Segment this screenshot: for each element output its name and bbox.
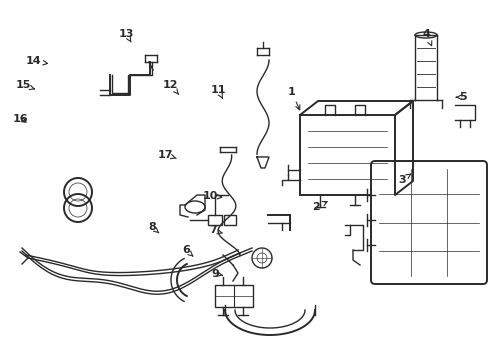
- Text: 15: 15: [16, 80, 34, 90]
- Text: 16: 16: [13, 114, 28, 124]
- Text: 11: 11: [210, 85, 226, 98]
- Text: 6: 6: [182, 245, 193, 256]
- Text: 13: 13: [119, 29, 134, 42]
- Text: 3: 3: [398, 174, 411, 185]
- Text: 14: 14: [25, 56, 48, 66]
- Text: 12: 12: [163, 80, 179, 95]
- Bar: [224, 215, 236, 225]
- Ellipse shape: [415, 32, 437, 38]
- Bar: [215, 285, 253, 307]
- Polygon shape: [395, 101, 413, 195]
- Text: 10: 10: [203, 191, 222, 201]
- Text: 2: 2: [312, 202, 327, 212]
- Bar: [300, 115, 395, 195]
- Bar: [208, 215, 222, 225]
- Text: 4: 4: [422, 29, 432, 46]
- Polygon shape: [300, 101, 413, 115]
- FancyBboxPatch shape: [371, 161, 487, 284]
- Text: 7: 7: [209, 225, 222, 235]
- Text: 1: 1: [288, 87, 300, 110]
- Text: 5: 5: [456, 92, 467, 102]
- Text: 17: 17: [158, 150, 176, 160]
- Text: 8: 8: [148, 222, 159, 233]
- Text: 9: 9: [212, 269, 222, 279]
